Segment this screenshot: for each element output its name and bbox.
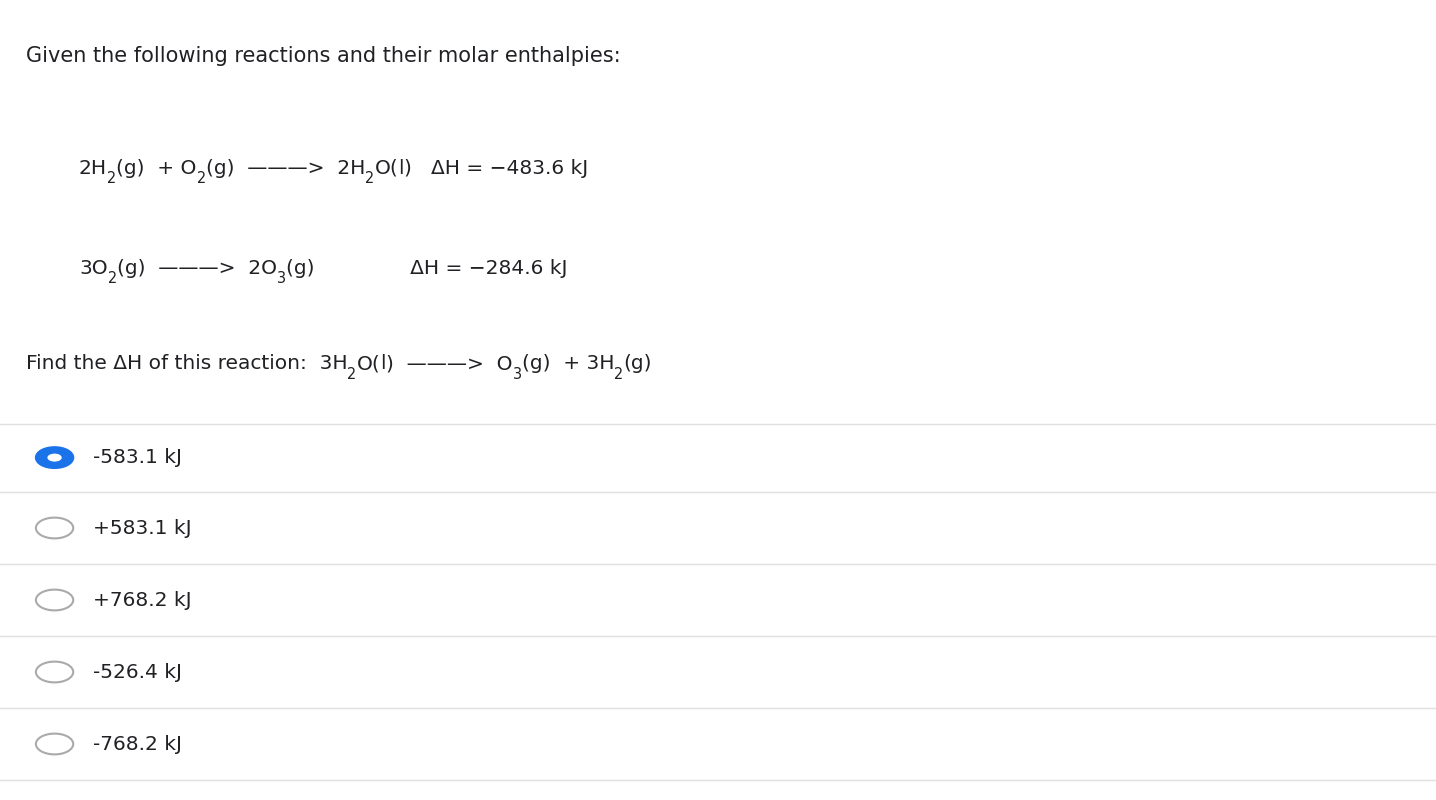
Text: +768.2 kJ: +768.2 kJ bbox=[93, 590, 192, 610]
Text: Find the ΔH of this reaction:  3H: Find the ΔH of this reaction: 3H bbox=[26, 354, 348, 374]
Circle shape bbox=[36, 662, 73, 682]
Text: )  ———>  O: ) ———> O bbox=[386, 354, 513, 374]
Text: -526.4 kJ: -526.4 kJ bbox=[93, 662, 182, 682]
Text: 2: 2 bbox=[108, 271, 116, 286]
Text: l: l bbox=[398, 158, 404, 178]
Text: -583.1 kJ: -583.1 kJ bbox=[93, 448, 182, 467]
Text: +583.1 kJ: +583.1 kJ bbox=[93, 518, 192, 538]
Text: -768.2 kJ: -768.2 kJ bbox=[93, 734, 182, 754]
Text: (g)  + O: (g) + O bbox=[116, 158, 197, 178]
Text: l: l bbox=[381, 354, 386, 374]
Text: 2: 2 bbox=[615, 367, 623, 382]
Text: (g)  ———>  2H: (g) ———> 2H bbox=[205, 158, 365, 178]
Text: O(: O( bbox=[356, 354, 381, 374]
Text: 3O: 3O bbox=[79, 258, 108, 278]
Text: (g)  ———>  2O: (g) ———> 2O bbox=[116, 258, 277, 278]
Circle shape bbox=[36, 447, 73, 468]
Circle shape bbox=[47, 454, 62, 462]
Text: (g)  + 3H: (g) + 3H bbox=[521, 354, 615, 374]
Text: 3: 3 bbox=[277, 271, 286, 286]
Text: 3: 3 bbox=[513, 367, 521, 382]
Text: 2: 2 bbox=[365, 171, 375, 186]
Text: O(: O( bbox=[375, 158, 398, 178]
Text: 2H: 2H bbox=[79, 158, 108, 178]
Circle shape bbox=[36, 734, 73, 754]
Text: )   ΔH = −483.6 kJ: ) ΔH = −483.6 kJ bbox=[404, 158, 589, 178]
Circle shape bbox=[36, 518, 73, 538]
Circle shape bbox=[36, 590, 73, 610]
Text: Given the following reactions and their molar enthalpies:: Given the following reactions and their … bbox=[26, 46, 620, 66]
Text: 2: 2 bbox=[108, 171, 116, 186]
Text: 2: 2 bbox=[197, 171, 205, 186]
Text: (g)               ΔH = −284.6 kJ: (g) ΔH = −284.6 kJ bbox=[286, 258, 567, 278]
Text: (g): (g) bbox=[623, 354, 652, 374]
Text: 2: 2 bbox=[348, 367, 356, 382]
